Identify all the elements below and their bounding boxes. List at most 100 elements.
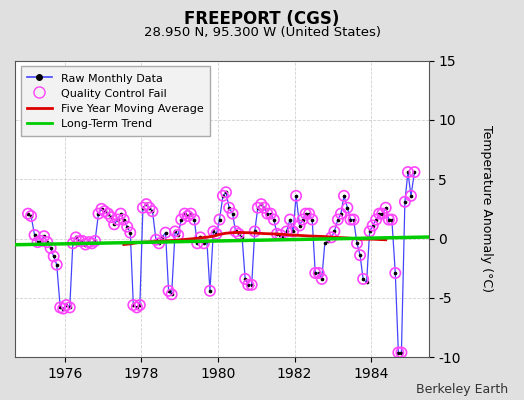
Point [174,232,182,238]
Point [301,210,310,217]
Point [123,224,132,230]
Point [165,288,173,294]
Point [356,252,364,258]
Point [56,304,64,311]
Point [75,238,83,244]
Point [314,270,323,276]
Point [410,169,419,175]
Point [142,201,150,207]
Point [78,238,86,244]
Point [113,216,122,223]
Point [368,222,377,229]
Point [247,282,256,288]
Point [327,234,335,240]
Point [88,240,96,246]
Point [368,222,377,229]
Point [85,239,93,245]
Point [196,234,204,240]
Point [381,204,390,211]
Point [381,204,390,211]
Point [292,193,300,199]
Point [139,204,147,211]
Point [203,238,211,244]
Point [43,239,51,245]
Point [161,230,170,236]
Point [110,221,118,228]
Point [228,210,237,217]
Point [165,288,173,294]
Point [126,230,135,236]
Point [43,239,51,245]
Point [337,210,345,217]
Point [107,214,115,220]
Point [129,302,137,308]
Point [250,228,259,235]
Point [136,302,144,308]
Point [410,169,419,175]
Point [190,216,199,223]
Point [215,216,224,223]
Point [212,231,221,237]
Point [85,239,93,245]
Point [394,349,402,356]
Point [30,232,39,238]
Point [171,228,179,235]
Text: 28.950 N, 95.300 W (United States): 28.950 N, 95.300 W (United States) [144,26,380,39]
Point [174,232,182,238]
Point [113,216,122,223]
Point [52,262,61,268]
Point [49,253,58,260]
Point [375,210,384,217]
Point [116,210,125,217]
Point [225,204,233,211]
Point [372,216,380,223]
Point [401,198,409,205]
Point [372,216,380,223]
Point [206,288,214,294]
Point [47,245,55,251]
Point [324,238,332,244]
Point [152,236,160,243]
Point [75,238,83,244]
Point [193,240,202,246]
Point [234,231,243,237]
Point [267,210,275,217]
Point [346,216,355,223]
Point [311,270,320,276]
Point [296,222,304,229]
Point [385,216,393,223]
Point [119,216,128,223]
Point [145,204,154,211]
Point [222,189,230,196]
Point [299,216,307,223]
Point [257,201,266,207]
Point [276,232,285,238]
Point [270,216,278,223]
Point [148,208,157,214]
Text: FREEPORT (CGS): FREEPORT (CGS) [184,10,340,28]
Point [78,238,86,244]
Point [104,210,112,217]
Point [219,193,227,199]
Point [260,204,268,211]
Point [209,228,217,235]
Point [401,198,409,205]
Point [206,288,214,294]
Point [276,232,285,238]
Point [49,253,58,260]
Point [286,216,294,223]
Point [244,282,253,288]
Point [187,210,195,217]
Point [200,240,208,246]
Point [200,240,208,246]
Point [403,169,412,175]
Point [363,279,371,286]
Point [94,210,103,217]
Point [385,216,393,223]
Point [334,216,342,223]
Point [267,210,275,217]
Point [88,240,96,246]
Point [337,210,345,217]
Point [97,206,106,212]
Point [391,270,399,276]
